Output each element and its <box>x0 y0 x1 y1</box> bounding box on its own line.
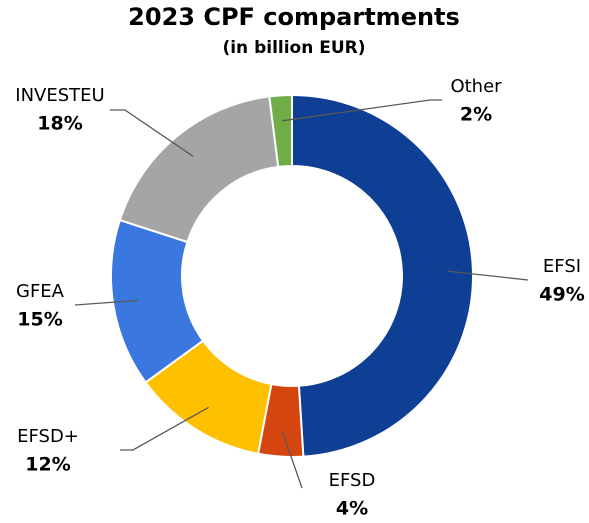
slice-value: 18% <box>37 113 82 135</box>
slice-value: 12% <box>25 454 70 476</box>
leader-line <box>120 406 209 451</box>
donut-slice <box>118 95 280 244</box>
slice-value: 15% <box>17 309 62 331</box>
donut-slice <box>268 93 293 168</box>
slice-label: EFSD+ <box>17 426 79 447</box>
slice-label: EFSD <box>329 470 376 491</box>
slice-label: GFEA <box>16 281 65 302</box>
slice-label: Other <box>450 76 502 97</box>
leader-line <box>447 270 529 281</box>
leader-line <box>110 109 194 157</box>
chart-subtitle: (in billion EUR) <box>222 38 365 58</box>
slice-value: 49% <box>539 284 584 306</box>
donut-slice <box>291 93 474 458</box>
slice-label: INVESTEU <box>15 85 104 106</box>
leader-line <box>282 99 442 122</box>
leader-line <box>281 430 303 489</box>
slice-value: 4% <box>336 498 368 520</box>
slice-label: EFSI <box>543 256 581 277</box>
leader-line <box>74 299 139 306</box>
slice-value: 2% <box>460 104 492 126</box>
chart-title: 2023 CPF compartments <box>128 3 460 31</box>
